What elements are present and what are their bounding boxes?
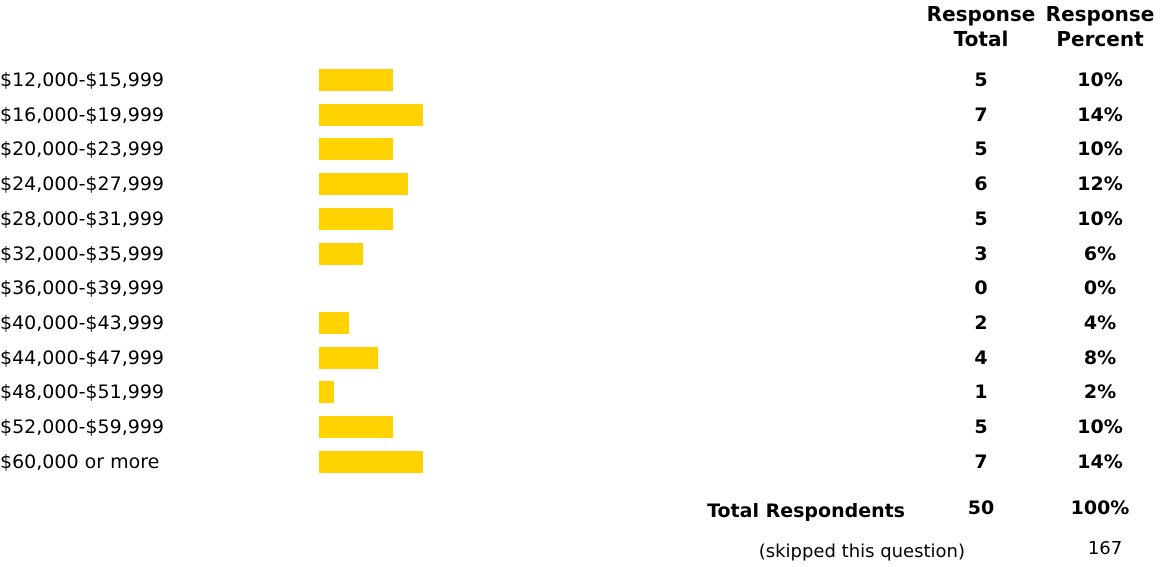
response-bar bbox=[319, 138, 393, 160]
response-row: $36,000-$39,999 0 0% bbox=[0, 274, 1167, 302]
response-row: $52,000-$59,999 5 10% bbox=[0, 413, 1167, 441]
response-total-value: 4 bbox=[974, 347, 988, 369]
response-row: $60,000 or more 7 14% bbox=[0, 448, 1167, 476]
total-respondents-percent: 100% bbox=[1070, 497, 1130, 519]
category-label: $48,000-$51,999 bbox=[0, 381, 164, 403]
category-label: $24,000-$27,999 bbox=[0, 173, 164, 195]
response-bar bbox=[319, 312, 349, 334]
response-bar bbox=[319, 347, 378, 369]
response-percent-value: 10% bbox=[1077, 69, 1123, 91]
response-total-header-line1: Response bbox=[926, 2, 1036, 26]
total-respondents-count: 50 bbox=[967, 497, 995, 519]
response-percent-value: 14% bbox=[1077, 451, 1123, 473]
response-row: $20,000-$23,999 5 10% bbox=[0, 135, 1167, 163]
response-bar bbox=[319, 69, 393, 91]
category-label: $60,000 or more bbox=[0, 451, 160, 473]
response-percent-value: 10% bbox=[1077, 208, 1123, 230]
response-percent-value: 2% bbox=[1083, 381, 1117, 403]
response-bar bbox=[319, 416, 393, 438]
response-total-value: 5 bbox=[974, 208, 988, 230]
response-percent-value: 10% bbox=[1077, 138, 1123, 160]
response-percent-value: 8% bbox=[1083, 347, 1117, 369]
skipped-question-count: 167 bbox=[1087, 538, 1123, 559]
response-bar bbox=[319, 208, 393, 230]
response-percent-value: 12% bbox=[1077, 173, 1123, 195]
category-label: $12,000-$15,999 bbox=[0, 69, 164, 91]
response-total-value: 5 bbox=[974, 69, 988, 91]
response-row: $44,000-$47,999 4 8% bbox=[0, 344, 1167, 372]
response-percent-header-line1: Response bbox=[1045, 2, 1155, 26]
category-label: $20,000-$23,999 bbox=[0, 138, 164, 160]
category-label: $40,000-$43,999 bbox=[0, 312, 164, 334]
response-percent-header-line2: Percent bbox=[1056, 27, 1144, 51]
response-bar bbox=[319, 243, 363, 265]
response-percent-value: 0% bbox=[1083, 277, 1117, 299]
response-bar bbox=[319, 451, 423, 473]
response-bar bbox=[319, 173, 408, 195]
response-row: $40,000-$43,999 2 4% bbox=[0, 309, 1167, 337]
category-label: $36,000-$39,999 bbox=[0, 277, 164, 299]
response-percent-value: 4% bbox=[1083, 312, 1117, 334]
response-percent-value: 6% bbox=[1083, 243, 1117, 265]
response-total-value: 7 bbox=[974, 104, 988, 126]
response-bar bbox=[319, 381, 334, 403]
response-total-value: 7 bbox=[974, 451, 988, 473]
response-total-value: 1 bbox=[974, 381, 988, 403]
response-total-value: 0 bbox=[974, 277, 988, 299]
response-percent-header: Response Percent bbox=[1045, 2, 1155, 52]
skipped-question-label: (skipped this question) bbox=[758, 541, 965, 562]
response-row: $12,000-$15,999 5 10% bbox=[0, 66, 1167, 94]
response-total-value: 3 bbox=[974, 243, 988, 265]
response-percent-value: 14% bbox=[1077, 104, 1123, 126]
category-label: $28,000-$31,999 bbox=[0, 208, 164, 230]
category-label: $44,000-$47,999 bbox=[0, 347, 164, 369]
response-total-value: 2 bbox=[974, 312, 988, 334]
response-row: $32,000-$35,999 3 6% bbox=[0, 240, 1167, 268]
response-row: $28,000-$31,999 5 10% bbox=[0, 205, 1167, 233]
category-label: $16,000-$19,999 bbox=[0, 104, 164, 126]
response-bar bbox=[319, 104, 423, 126]
response-row: $48,000-$51,999 1 2% bbox=[0, 378, 1167, 406]
category-label: $32,000-$35,999 bbox=[0, 243, 164, 265]
response-total-value: 5 bbox=[974, 416, 988, 438]
response-total-header-line2: Total bbox=[953, 27, 1009, 51]
response-total-value: 5 bbox=[974, 138, 988, 160]
category-label: $52,000-$59,999 bbox=[0, 416, 164, 438]
total-respondents-label: Total Respondents bbox=[707, 500, 905, 522]
response-total-value: 6 bbox=[974, 173, 988, 195]
response-percent-value: 10% bbox=[1077, 416, 1123, 438]
response-total-header: Response Total bbox=[926, 2, 1036, 52]
response-row: $16,000-$19,999 7 14% bbox=[0, 101, 1167, 129]
response-row: $24,000-$27,999 6 12% bbox=[0, 170, 1167, 198]
